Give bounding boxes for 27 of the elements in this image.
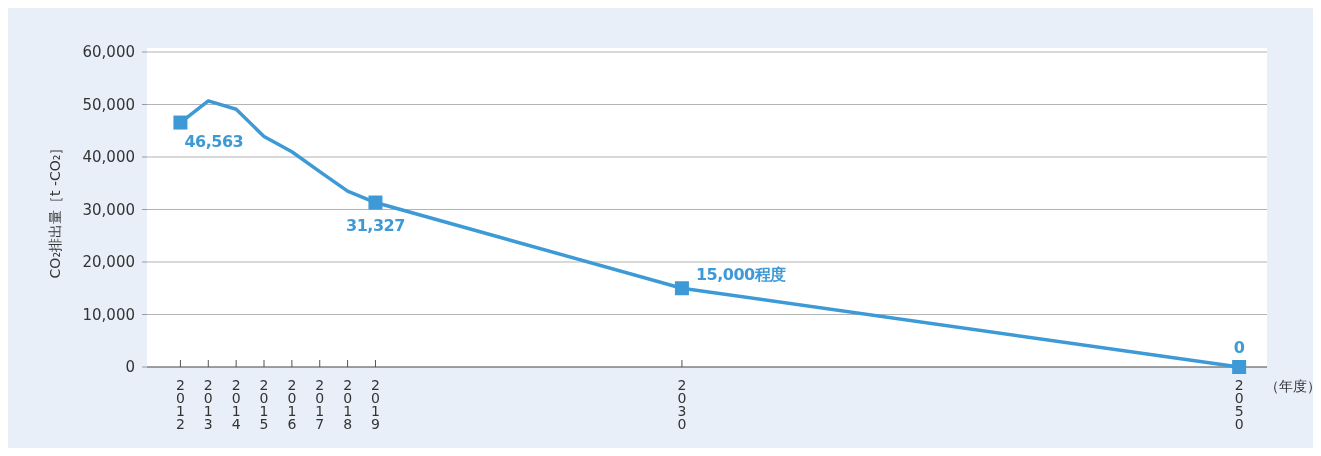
y-tick-label: 60,000 bbox=[82, 43, 135, 61]
x-tick-label: 2013 bbox=[200, 377, 217, 429]
data-label: 15,000程度 bbox=[695, 265, 787, 285]
y-tick-label: 30,000 bbox=[82, 200, 135, 219]
x-tick-label: 2016 bbox=[283, 377, 300, 429]
x-tick-label: 2050 bbox=[1231, 377, 1248, 429]
y-tick-label: 40,000 bbox=[82, 148, 135, 166]
x-tick-label: 2017 bbox=[311, 377, 328, 429]
y-tick-label: 50,000 bbox=[82, 95, 135, 114]
x-tick-label: 2012 bbox=[172, 377, 189, 429]
point bbox=[1232, 360, 1247, 374]
point bbox=[674, 281, 689, 296]
x-tick-label: 2015 bbox=[256, 377, 273, 429]
data-label: 0 bbox=[1233, 338, 1245, 357]
x-tick-label: 2019 bbox=[367, 377, 384, 429]
x-axis-title: （年度） bbox=[1265, 378, 1321, 394]
x-tick-label: 2014 bbox=[228, 377, 245, 429]
y-tick-label: 20,000 bbox=[82, 253, 135, 271]
point bbox=[368, 195, 383, 210]
point bbox=[173, 115, 188, 130]
y-tick-label: 10,000 bbox=[82, 305, 135, 324]
data-label: 31,327 bbox=[346, 215, 405, 235]
y-tick-label: 0 bbox=[125, 358, 135, 376]
x-tick-label: 2030 bbox=[673, 377, 690, 429]
y-axis-title: CO₂排出量［t -CO₂］ bbox=[47, 140, 63, 279]
data-label: 46,563 bbox=[184, 131, 244, 151]
x-tick-label: 2018 bbox=[339, 377, 356, 429]
